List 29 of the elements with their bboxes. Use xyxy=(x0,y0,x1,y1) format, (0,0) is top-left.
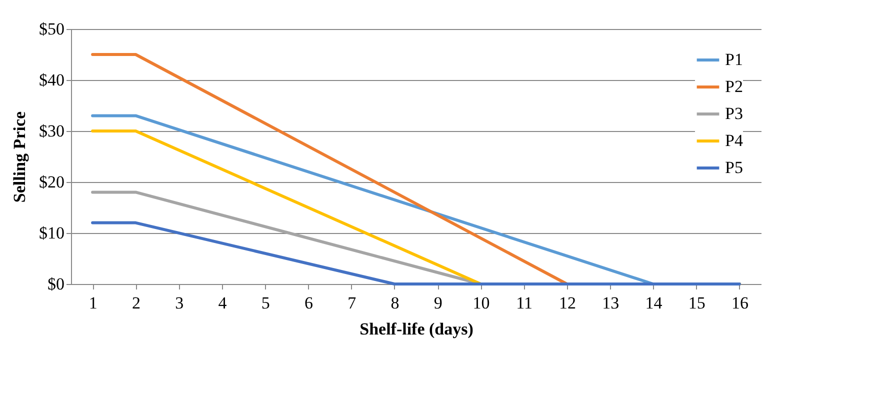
x-tick-label: 8 xyxy=(390,294,400,312)
x-tick-label: 3 xyxy=(175,294,184,312)
legend-label: P5 xyxy=(725,158,743,177)
legend-label: P4 xyxy=(725,131,744,150)
x-tick-label: 15 xyxy=(688,294,706,312)
x-tick-label: 4 xyxy=(218,294,228,312)
legend-label: P3 xyxy=(725,104,743,123)
x-tick-label: 12 xyxy=(558,294,576,312)
x-tick-label: 11 xyxy=(516,294,532,312)
x-tick-label: 10 xyxy=(472,294,490,312)
legend-label: P1 xyxy=(725,50,743,69)
y-tick-label: $10 xyxy=(39,224,64,242)
y-tick-label: $40 xyxy=(39,70,64,90)
x-tick-label: 5 xyxy=(261,294,270,312)
x-tick-label: 2 xyxy=(132,294,140,312)
x-tick-label: 14 xyxy=(645,294,663,312)
x-tick-label: 7 xyxy=(348,294,357,312)
x-tick-label: 16 xyxy=(731,294,748,312)
legend-label: P2 xyxy=(725,77,743,96)
x-tick-label: 13 xyxy=(602,294,620,312)
y-tick-label: $30 xyxy=(39,122,64,140)
x-tick-label: 9 xyxy=(434,294,442,312)
y-tick-label: $20 xyxy=(39,172,64,192)
y-tick-label: $0 xyxy=(48,274,64,294)
y-tick-label: $50 xyxy=(39,20,64,38)
x-tick-label: 6 xyxy=(304,294,313,312)
y-axis-title: Selling Price xyxy=(10,110,29,203)
x-tick-label: 1 xyxy=(88,294,98,312)
x-axis-title: Shelf-life (days) xyxy=(360,320,474,338)
